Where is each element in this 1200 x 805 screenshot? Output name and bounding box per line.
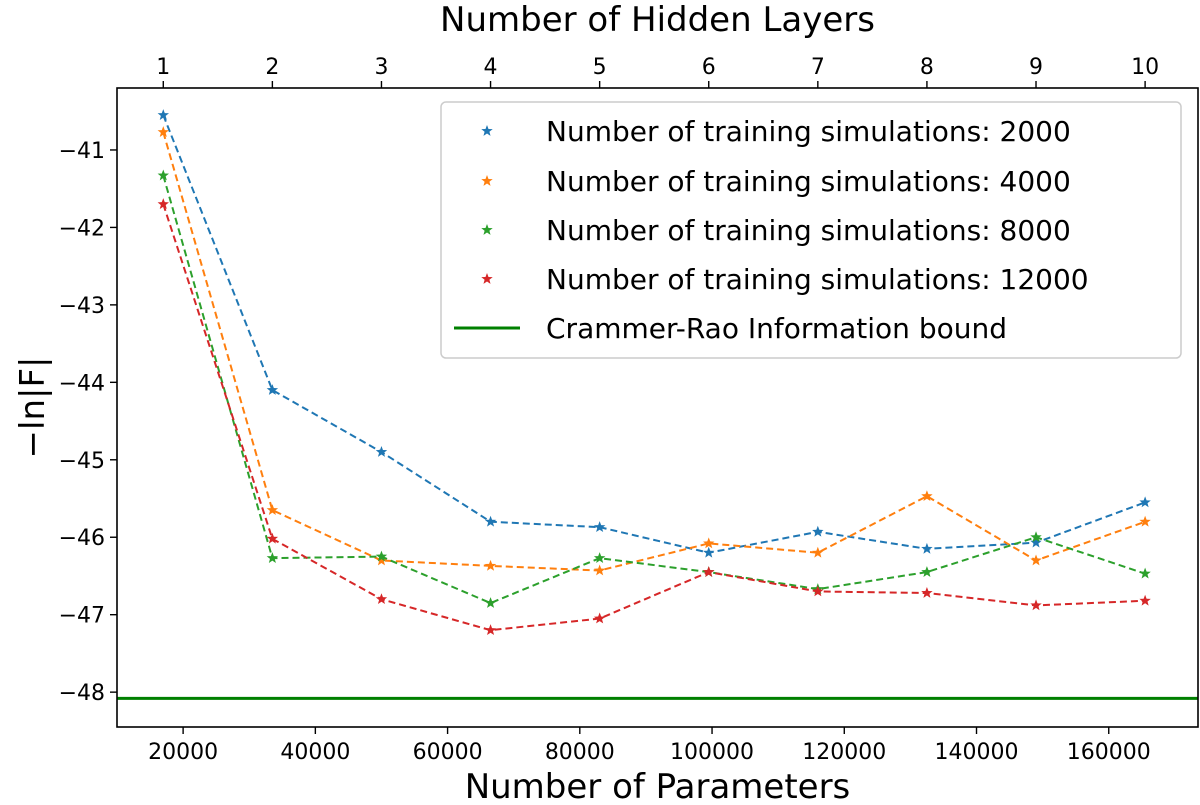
legend-marker xyxy=(481,224,493,235)
data-point xyxy=(921,490,933,502)
top-tick-label: 8 xyxy=(920,55,934,80)
top-tick-label: 2 xyxy=(265,55,279,80)
data-point xyxy=(812,525,824,537)
data-point xyxy=(375,593,388,605)
top-tick-label: 10 xyxy=(1131,55,1159,80)
data-point xyxy=(157,198,169,210)
x-tick-label: 20000 xyxy=(148,740,218,765)
data-point xyxy=(921,587,933,598)
data-point xyxy=(484,515,497,527)
y-tick-label: −41 xyxy=(59,139,105,164)
data-point xyxy=(703,546,715,558)
series-line xyxy=(162,131,1146,572)
top-tick-label: 1 xyxy=(156,55,170,80)
data-point xyxy=(266,552,279,563)
legend-label: Number of training simulations: 12000 xyxy=(546,263,1089,296)
top-axis-title: Number of Hidden Layers xyxy=(440,0,875,40)
top-tick-label: 6 xyxy=(702,55,716,80)
x-axis-ticks: 20000 40000 60000 80000 100000 120000 140000 16… xyxy=(148,727,1151,765)
top-tick-label: 7 xyxy=(811,55,825,80)
series-2 xyxy=(157,126,1151,576)
legend-label: Crammer-Rao Information bound xyxy=(546,312,1007,345)
top-tick-label: 5 xyxy=(593,55,607,80)
x-tick-label: 40000 xyxy=(280,740,350,765)
x-tick-label: 100000 xyxy=(670,740,754,765)
data-point xyxy=(921,542,933,554)
series-line xyxy=(162,203,1146,632)
data-point xyxy=(1139,567,1151,579)
data-point xyxy=(593,564,606,576)
x-tick-label: 140000 xyxy=(935,740,1019,765)
data-point xyxy=(703,566,715,577)
x-tick-label: 160000 xyxy=(1067,740,1151,765)
data-point xyxy=(375,554,388,566)
y-axis-title: −ln|F| xyxy=(13,357,53,459)
legend-marker xyxy=(481,273,493,284)
series-layer xyxy=(117,109,1198,700)
data-point xyxy=(266,504,279,515)
series-1 xyxy=(157,109,1151,558)
legend-marker xyxy=(481,175,493,186)
data-point xyxy=(1030,536,1042,548)
data-point xyxy=(1139,496,1151,508)
data-point xyxy=(484,597,497,608)
legend-label: Number of training simulations: 4000 xyxy=(546,165,1071,198)
top-tick-label: 4 xyxy=(484,55,498,80)
y-tick-label: −45 xyxy=(59,449,105,474)
y-axis-ticks: −41 −42 −43 −44 −45 −46 −47 −48 xyxy=(59,139,117,706)
plot-frame xyxy=(116,87,1199,728)
y-tick-label: −48 xyxy=(59,681,105,706)
data-point xyxy=(703,537,715,549)
x-tick-label: 80000 xyxy=(545,740,615,765)
x-tick-label: 60000 xyxy=(413,740,483,765)
data-point xyxy=(1139,594,1151,606)
x-tick-label: 120000 xyxy=(802,740,886,765)
y-tick-label: −46 xyxy=(59,526,105,551)
data-point xyxy=(1030,531,1042,543)
data-point xyxy=(1139,515,1151,527)
legend: Number of training simulations: 2000 Numb… xyxy=(440,101,1182,359)
data-point xyxy=(593,612,606,624)
data-point xyxy=(157,109,169,120)
series-line xyxy=(162,175,1146,605)
y-tick-label: −42 xyxy=(59,216,105,241)
data-point xyxy=(484,624,497,636)
data-point xyxy=(812,585,824,597)
legend-marker xyxy=(481,125,493,136)
data-point xyxy=(157,126,169,137)
data-point xyxy=(921,566,933,577)
data-point xyxy=(266,532,279,544)
series-line xyxy=(162,114,1146,554)
top-tick-label: 9 xyxy=(1029,55,1043,80)
legend-label: Number of training simulations: 8000 xyxy=(546,214,1071,247)
data-point xyxy=(375,550,388,562)
top-axis-ticks: 1 2 3 4 5 6 7 8 9 10 xyxy=(156,55,1159,88)
data-point xyxy=(266,384,279,395)
top-tick-label: 3 xyxy=(374,55,388,80)
y-tick-label: −43 xyxy=(59,294,105,319)
y-tick-label: −44 xyxy=(59,371,105,396)
series-4 xyxy=(157,198,1151,636)
x-axis-title: Number of Parameters xyxy=(465,767,851,805)
data-point xyxy=(157,169,169,181)
legend-box xyxy=(440,101,1182,359)
legend-label: Number of training simulations: 2000 xyxy=(546,115,1071,148)
data-point xyxy=(484,559,497,571)
y-tick-label: −47 xyxy=(59,604,105,629)
data-point xyxy=(1030,599,1042,611)
data-point xyxy=(1030,554,1042,566)
data-point xyxy=(812,546,824,558)
data-point xyxy=(593,521,606,533)
data-point xyxy=(375,446,388,457)
data-point xyxy=(593,552,606,563)
